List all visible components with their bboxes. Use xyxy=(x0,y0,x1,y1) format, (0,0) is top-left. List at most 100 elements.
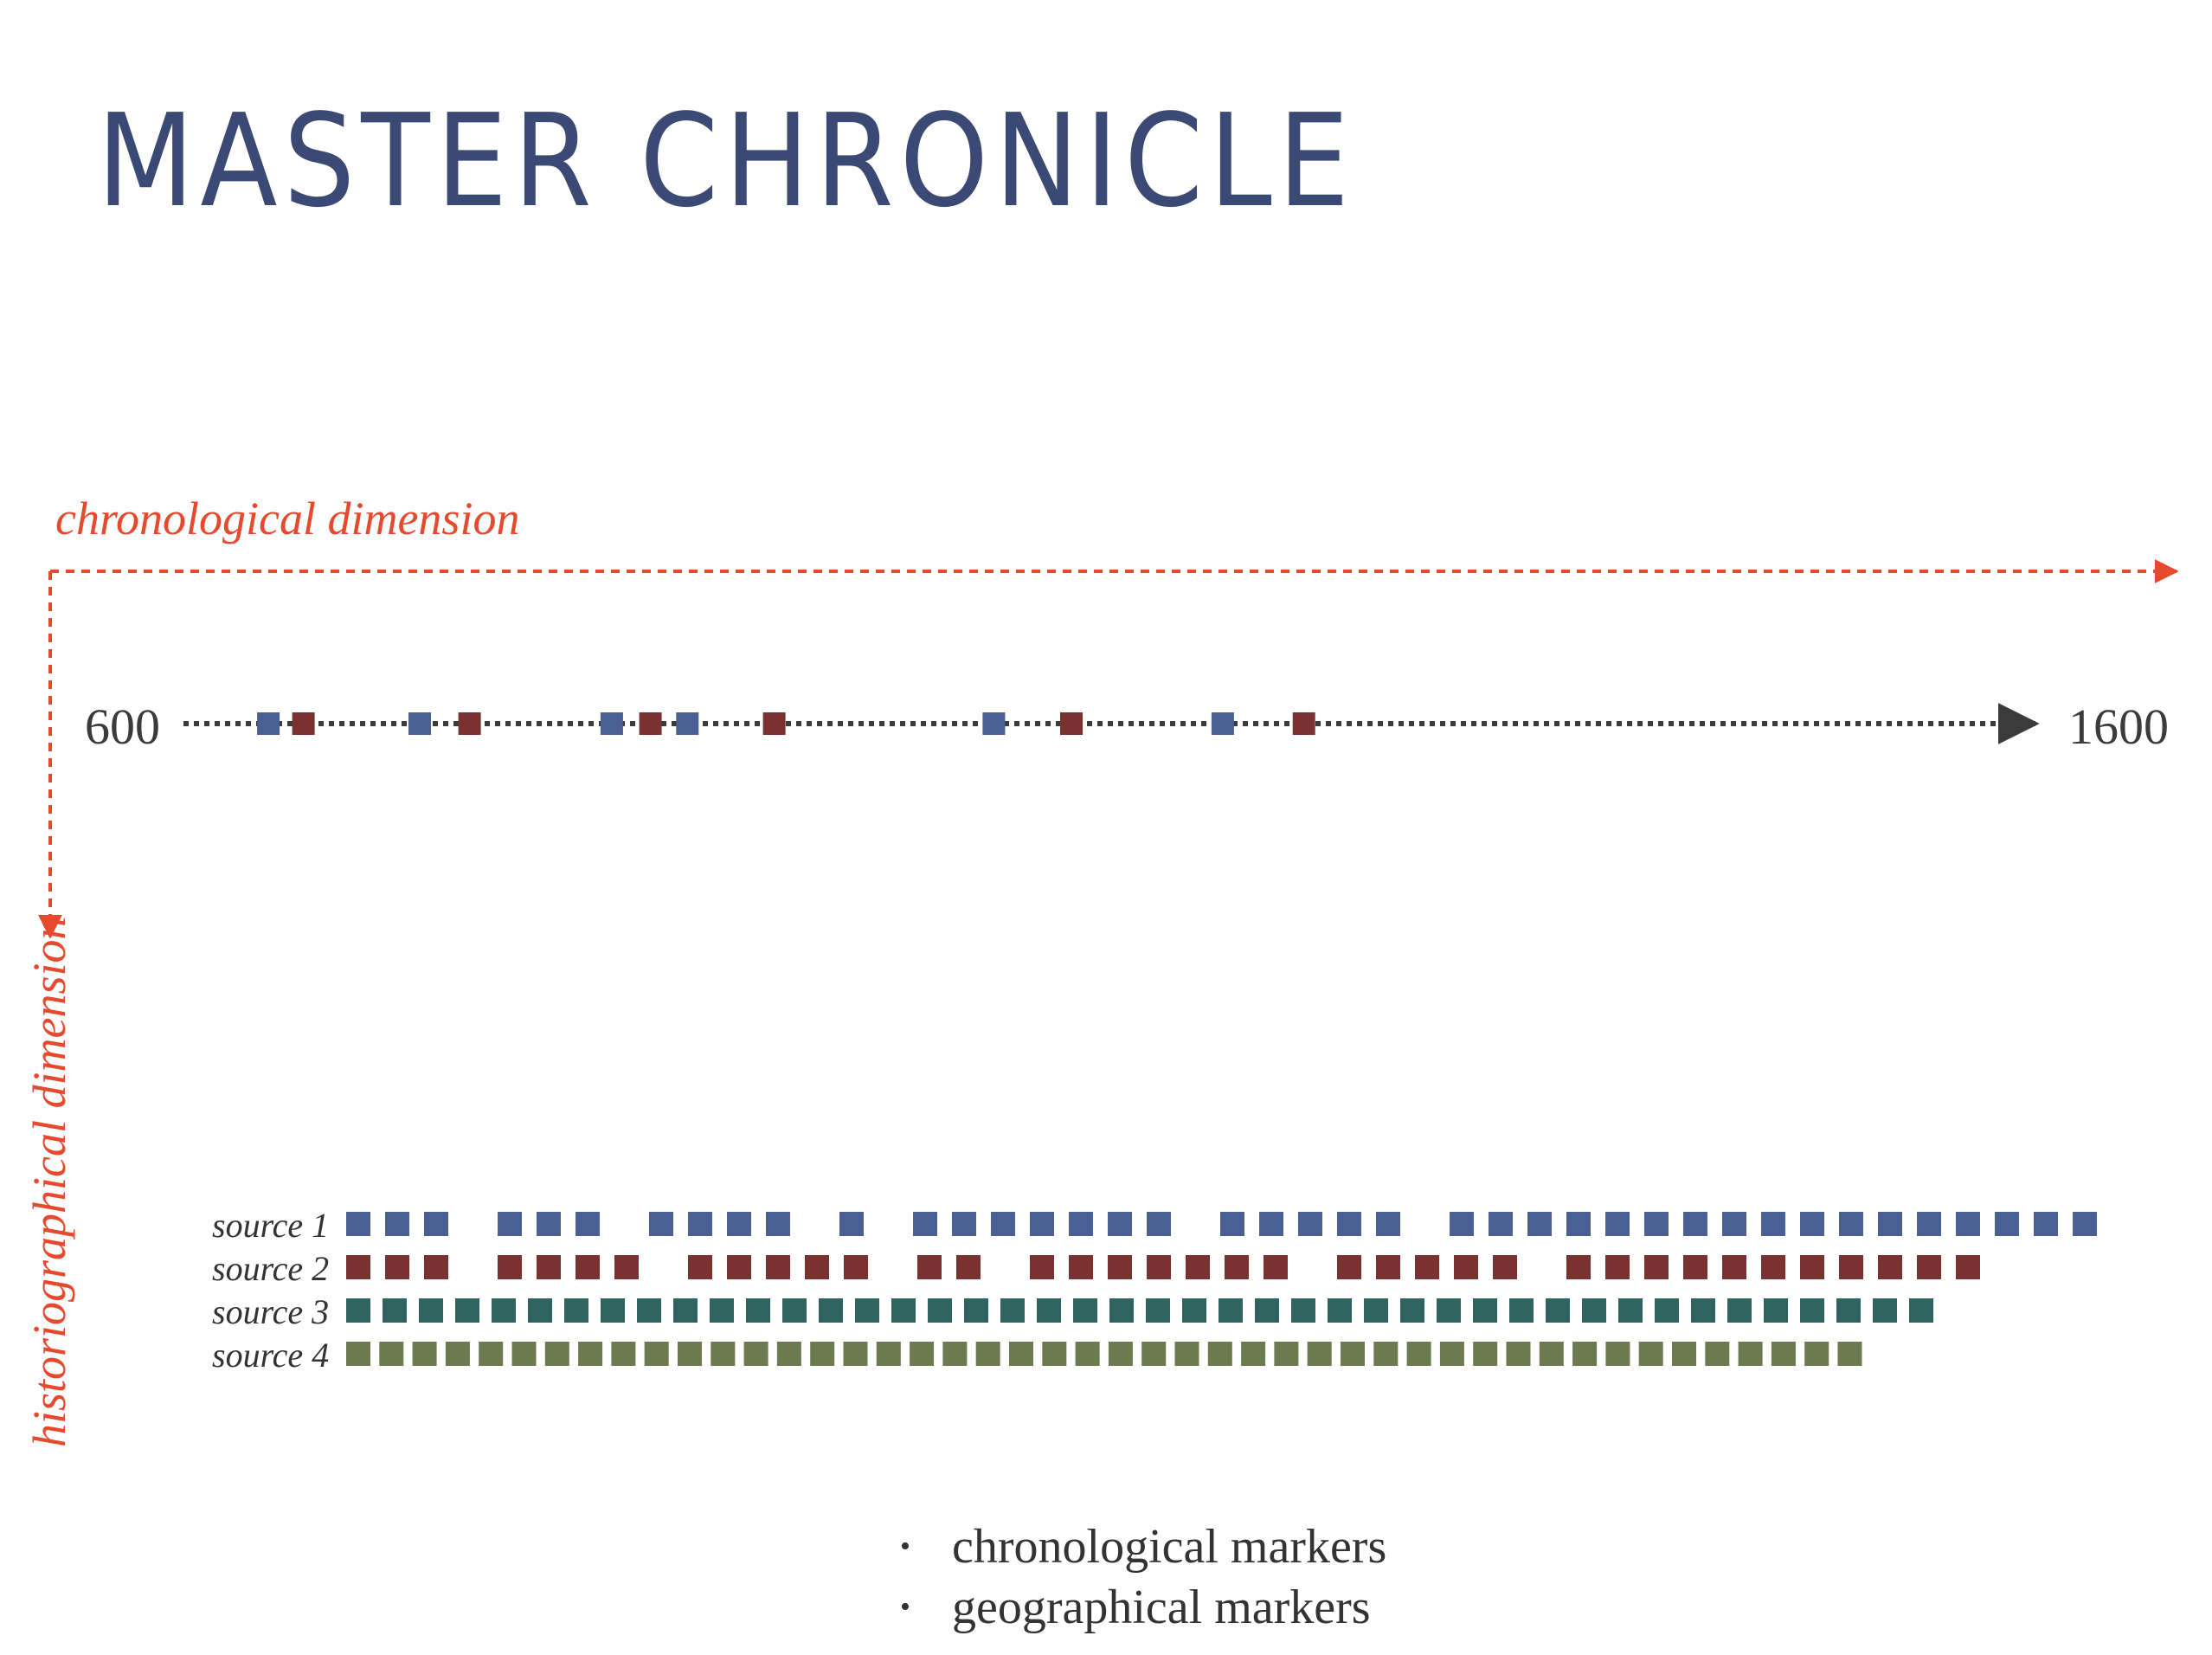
source-4-entry xyxy=(1837,1342,1862,1366)
source-2-entry xyxy=(1186,1255,1210,1279)
source-1-entry xyxy=(498,1212,522,1236)
source-1-entry xyxy=(1722,1212,1746,1236)
source-2-entry xyxy=(576,1255,600,1279)
source-4-entry xyxy=(1341,1342,1365,1366)
geographical-marker xyxy=(1060,712,1083,735)
legend-bullet: • xyxy=(900,1530,910,1562)
source-3-entry xyxy=(1873,1298,1897,1323)
source-1-entry xyxy=(688,1212,712,1236)
source-3-entry xyxy=(346,1298,370,1323)
source-4-entry xyxy=(1307,1342,1332,1366)
source-2-entry xyxy=(805,1255,829,1279)
source-3-entry xyxy=(1691,1298,1715,1323)
source-1-entry xyxy=(1878,1212,1902,1236)
source-1-entry xyxy=(576,1212,600,1236)
source-2-entry xyxy=(424,1255,448,1279)
source-3-entry xyxy=(1219,1298,1243,1323)
source-3-entry xyxy=(419,1298,443,1323)
source-3-entry xyxy=(1836,1298,1861,1323)
source-1-entry xyxy=(346,1212,370,1236)
source-2-entry xyxy=(727,1255,751,1279)
source-4-entry xyxy=(810,1342,835,1366)
source-4-entry xyxy=(1804,1342,1829,1366)
source-4-entry xyxy=(1274,1342,1299,1366)
source-2-entry xyxy=(1800,1255,1824,1279)
source-4-entry xyxy=(776,1342,801,1366)
source-4-entry xyxy=(743,1342,768,1366)
source-2-entry xyxy=(1722,1255,1746,1279)
source-4-entry xyxy=(1241,1342,1266,1366)
source-1-entry xyxy=(1259,1212,1283,1236)
source-3-entry xyxy=(1146,1298,1170,1323)
chronological-marker xyxy=(676,712,699,735)
legend-label: chronological markers xyxy=(952,1520,1387,1574)
source-2-entry xyxy=(1069,1255,1093,1279)
source-4-entry xyxy=(910,1342,935,1366)
timeline-end-year: 1600 xyxy=(2068,699,2169,755)
source-1-entry xyxy=(1030,1212,1054,1236)
geographical-marker xyxy=(762,712,786,735)
source-4-entry xyxy=(479,1342,504,1366)
source-1-entry xyxy=(1108,1212,1132,1236)
source-4-entry xyxy=(1108,1342,1133,1366)
legend-item-chronological: • chronological markers xyxy=(900,1517,1386,1577)
source-3-entry xyxy=(637,1298,661,1323)
source-1-entry xyxy=(1995,1212,2019,1236)
source-2-entry xyxy=(1415,1255,1439,1279)
source-1-entry xyxy=(1220,1212,1244,1236)
source-4-entry xyxy=(942,1342,968,1366)
source-2-entry xyxy=(1264,1255,1288,1279)
source-3-entry xyxy=(1400,1298,1424,1323)
chronological-dimension-label: chronological dimension xyxy=(55,493,520,544)
source-1-entry xyxy=(1298,1212,1322,1236)
source-4-entry xyxy=(1705,1342,1730,1366)
source-1-entry xyxy=(1644,1212,1669,1236)
geographical-marker xyxy=(639,712,662,735)
source-3-label: source 3 xyxy=(212,1292,330,1331)
source-2-entry xyxy=(1566,1255,1591,1279)
source-1-entry xyxy=(1800,1212,1824,1236)
source-3-entry xyxy=(1255,1298,1279,1323)
source-4-entry xyxy=(445,1342,470,1366)
source-4-label: source 4 xyxy=(212,1336,330,1375)
source-3-entry xyxy=(1582,1298,1606,1323)
source-4-entry xyxy=(578,1342,603,1366)
source-1-entry xyxy=(727,1212,751,1236)
source-3-entry xyxy=(891,1298,916,1323)
legend-item-geographical: • geographical markers xyxy=(900,1577,1386,1638)
source-1-entry xyxy=(1761,1212,1785,1236)
geographical-marker xyxy=(458,712,481,735)
source-4-entry xyxy=(1373,1342,1399,1366)
source-4-entry xyxy=(1539,1342,1564,1366)
source-1-entry xyxy=(1956,1212,1980,1236)
source-4-entry xyxy=(1042,1342,1067,1366)
source-2-entry xyxy=(346,1255,370,1279)
source-4-entry xyxy=(1473,1342,1498,1366)
source-2-entry xyxy=(614,1255,639,1279)
source-4-entry xyxy=(346,1342,370,1366)
source-1-entry xyxy=(1489,1212,1513,1236)
source-2-entry xyxy=(1454,1255,1478,1279)
source-3-entry xyxy=(964,1298,988,1323)
source-1-entry xyxy=(1147,1212,1171,1236)
source-4-entry xyxy=(1672,1342,1696,1366)
source-2-entry xyxy=(1956,1255,1980,1279)
source-3-entry xyxy=(1509,1298,1534,1323)
geographical-marker xyxy=(1292,712,1315,735)
source-3-entry xyxy=(1291,1298,1315,1323)
source-4-entry xyxy=(1009,1342,1033,1366)
source-4-entry xyxy=(1605,1342,1630,1366)
chronological-marker xyxy=(982,712,1006,735)
source-4-entry xyxy=(711,1342,736,1366)
source-2-entry xyxy=(1225,1255,1249,1279)
source-2-entry xyxy=(1147,1255,1171,1279)
source-3-entry xyxy=(1909,1298,1933,1323)
source-2-entry xyxy=(956,1255,981,1279)
source-3-entry xyxy=(1546,1298,1570,1323)
source-2-entry xyxy=(1761,1255,1785,1279)
source-2-entry xyxy=(1839,1255,1863,1279)
source-3-entry xyxy=(492,1298,516,1323)
source-2-entry xyxy=(1605,1255,1630,1279)
source-3-entry xyxy=(1655,1298,1679,1323)
source-4-entry xyxy=(678,1342,702,1366)
